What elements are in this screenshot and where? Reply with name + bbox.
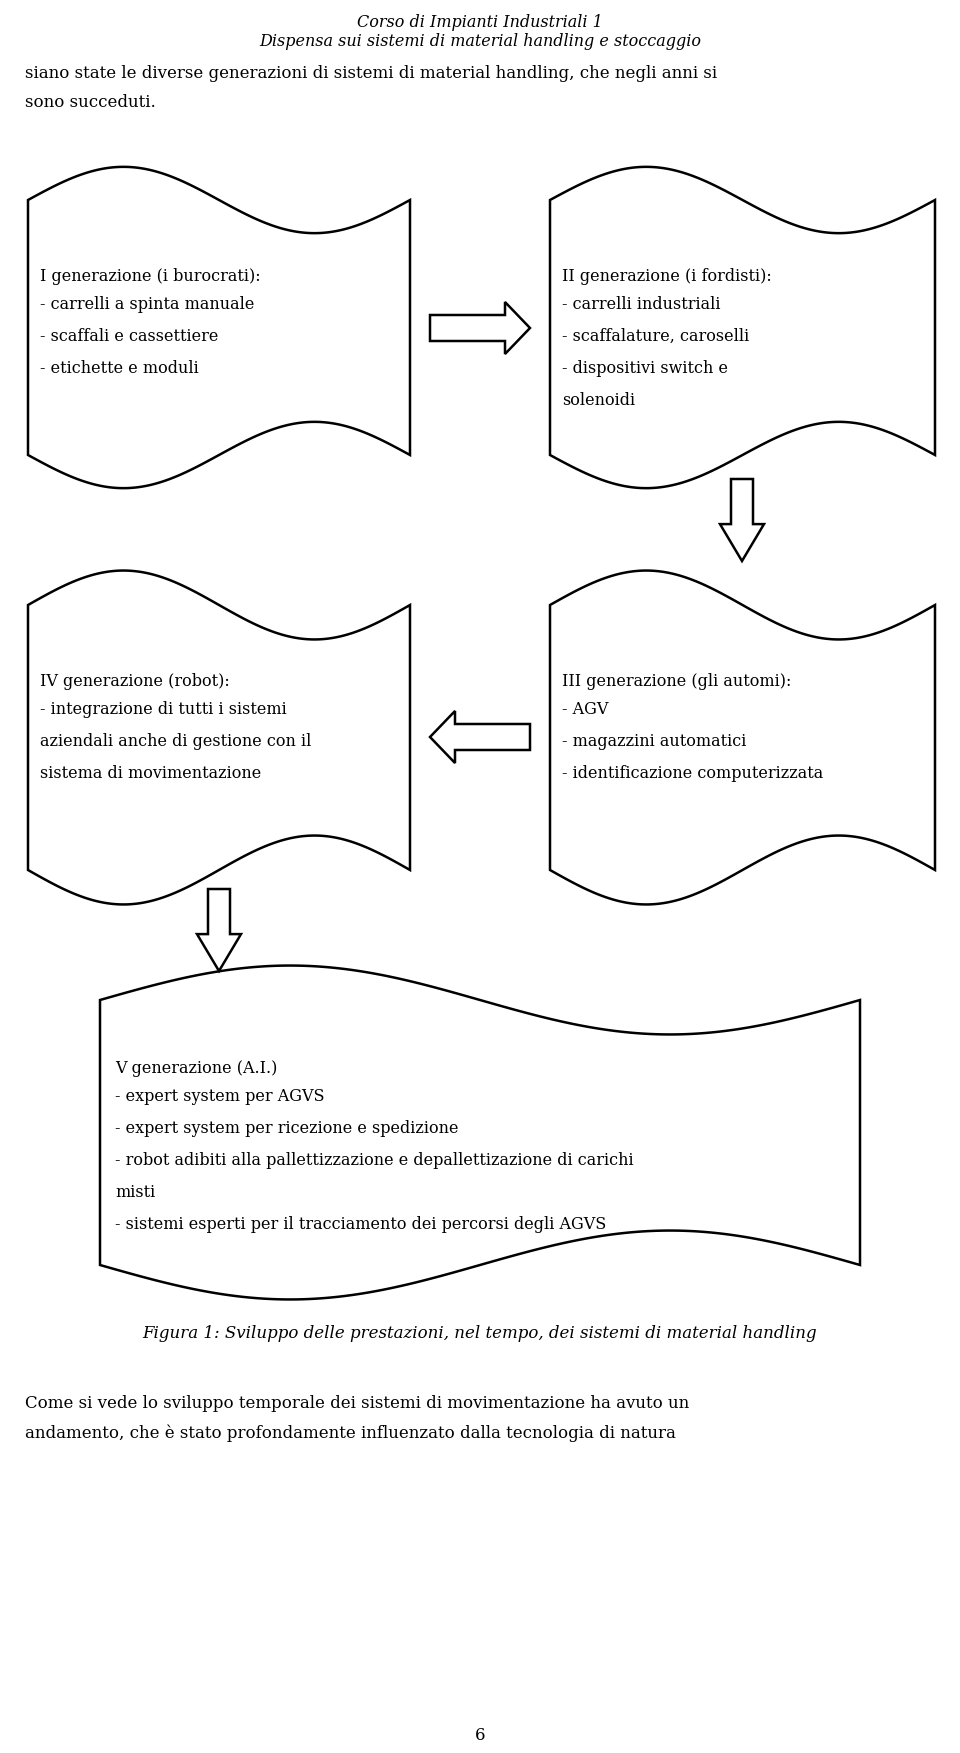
Text: sistema di movimentazione: sistema di movimentazione <box>40 764 261 782</box>
Text: Corso di Impianti Industriali 1: Corso di Impianti Industriali 1 <box>357 14 603 32</box>
Text: aziendali anche di gestione con il: aziendali anche di gestione con il <box>40 733 311 750</box>
Text: - expert system per ricezione e spedizione: - expert system per ricezione e spedizio… <box>115 1120 459 1138</box>
Text: Come si vede lo sviluppo temporale dei sistemi di movimentazione ha avuto un
and: Come si vede lo sviluppo temporale dei s… <box>25 1395 689 1441</box>
Text: V generazione (A.I.): V generazione (A.I.) <box>115 1061 277 1076</box>
Text: - carrelli a spinta manuale: - carrelli a spinta manuale <box>40 296 254 314</box>
Text: siano state le diverse generazioni di sistemi di material handling, che negli an: siano state le diverse generazioni di si… <box>25 65 717 110</box>
Text: - AGV: - AGV <box>562 701 609 719</box>
Text: 6: 6 <box>475 1727 485 1744</box>
Text: - expert system per AGVS: - expert system per AGVS <box>115 1089 324 1104</box>
Text: - etichette e moduli: - etichette e moduli <box>40 359 199 377</box>
Text: I generazione (i burocrati):: I generazione (i burocrati): <box>40 268 260 286</box>
Text: misti: misti <box>115 1183 156 1201</box>
Text: - scaffalature, caroselli: - scaffalature, caroselli <box>562 328 749 345</box>
Text: - carrelli industriali: - carrelli industriali <box>562 296 721 314</box>
Text: - integrazione di tutti i sistemi: - integrazione di tutti i sistemi <box>40 701 287 719</box>
Text: - identificazione computerizzata: - identificazione computerizzata <box>562 764 824 782</box>
Text: - robot adibiti alla pallettizzazione e depallettizazione di carichi: - robot adibiti alla pallettizzazione e … <box>115 1152 634 1169</box>
Text: - sistemi esperti per il tracciamento dei percorsi degli AGVS: - sistemi esperti per il tracciamento de… <box>115 1217 607 1232</box>
Text: Figura 1: Sviluppo delle prestazioni, nel tempo, dei sistemi di material handlin: Figura 1: Sviluppo delle prestazioni, ne… <box>143 1325 817 1343</box>
Text: IV generazione (robot):: IV generazione (robot): <box>40 673 229 691</box>
Text: - dispositivi switch e: - dispositivi switch e <box>562 359 728 377</box>
Text: - scaffali e cassettiere: - scaffali e cassettiere <box>40 328 218 345</box>
Text: II generazione (i fordisti):: II generazione (i fordisti): <box>562 268 772 286</box>
Text: solenoidi: solenoidi <box>562 393 636 408</box>
Text: III generazione (gli automi):: III generazione (gli automi): <box>562 673 791 691</box>
Text: Dispensa sui sistemi di material handling e stoccaggio: Dispensa sui sistemi di material handlin… <box>259 33 701 51</box>
Text: - magazzini automatici: - magazzini automatici <box>562 733 746 750</box>
